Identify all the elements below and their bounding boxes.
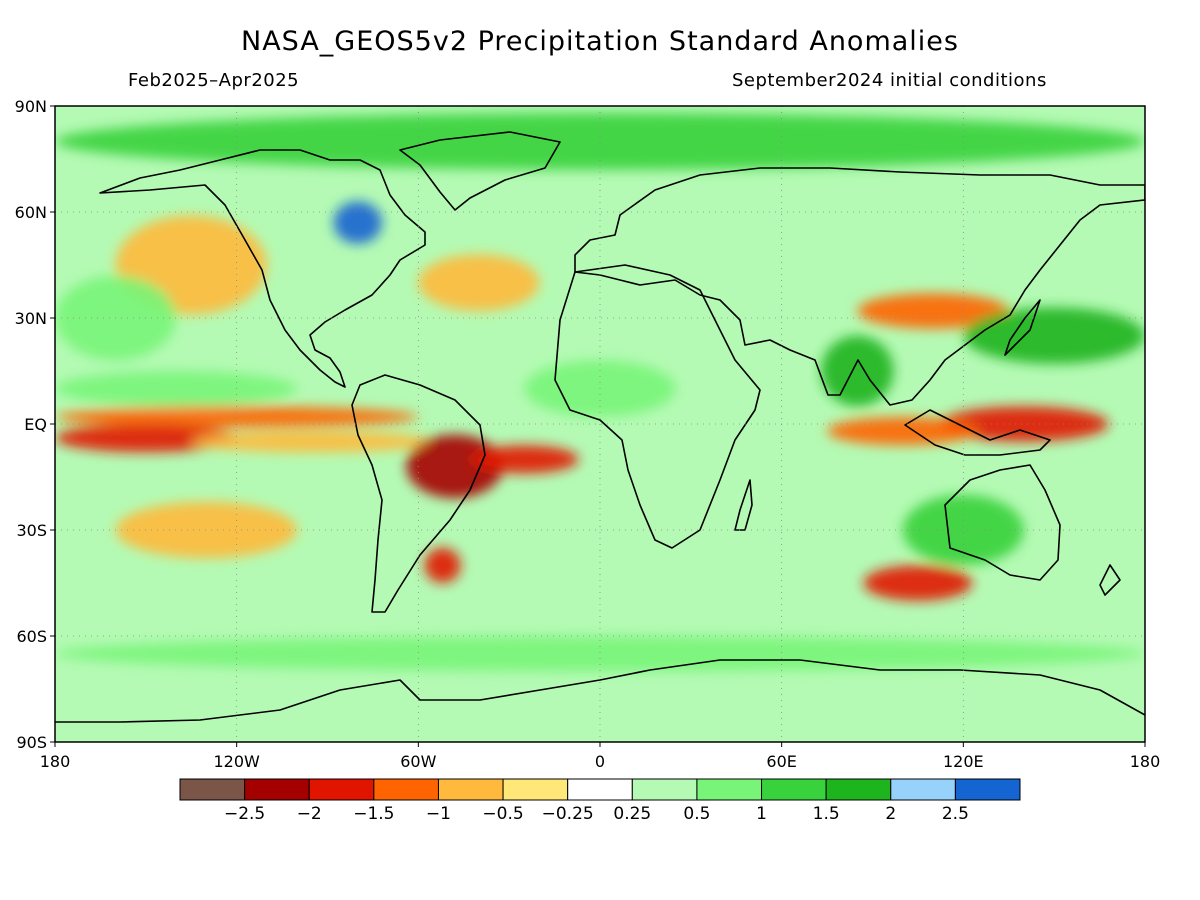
colorbar-bin (954, 778, 1021, 801)
south-america-coast (351, 374, 486, 613)
colorbar-bin (890, 778, 956, 801)
lat-tick-label: 30S (16, 521, 47, 540)
colorbar-bin (437, 778, 504, 801)
anomaly-patch (857, 293, 1009, 329)
anomaly-patch (55, 113, 1145, 170)
anomaly-patch (424, 547, 461, 583)
colorbar-bin (696, 778, 763, 801)
lon-tick-label: 120E (943, 752, 984, 771)
anomaly-patch (418, 254, 540, 311)
forecast-period: Feb2025–Apr2025 (128, 70, 300, 91)
colorbar-bin (179, 778, 246, 801)
anomaly-patch (902, 494, 1024, 566)
colorbar-label: −2.5 (224, 804, 265, 824)
colorbar-label: −1 (426, 804, 451, 824)
colorbar-bin (502, 778, 569, 801)
lon-tick-label: 180 (1130, 752, 1161, 771)
anomaly-patch (191, 431, 434, 453)
colorbar-bin (631, 778, 698, 801)
australia-coast (944, 464, 1061, 581)
colorbar-label: 2 (885, 804, 896, 824)
colorbar-bin (761, 778, 827, 801)
grid-lines (55, 106, 1145, 742)
greenland-coast (399, 131, 561, 211)
africa-coast (554, 264, 761, 549)
lat-tick-label: EQ (24, 415, 47, 434)
colorbar-label: −0.25 (542, 804, 594, 824)
coastlines (55, 131, 1145, 723)
colorbar-label: −0.5 (482, 804, 523, 824)
anomaly-patch (406, 434, 504, 499)
colorbar-bin (567, 778, 633, 801)
colorbar-label: 0.25 (613, 804, 651, 824)
initial-conditions-label: September2024 initial conditions (732, 70, 1047, 91)
anomaly-patch (827, 416, 979, 446)
map-area (55, 106, 1145, 742)
anomaly-patch (55, 424, 237, 453)
colorbar-label: 2.5 (942, 804, 969, 824)
lat-tick-label: 60N (15, 203, 47, 222)
chart-title: NASA_GEOS5v2 Precipitation Standard Anom… (241, 26, 959, 57)
lon-tick-label: 180 (40, 752, 71, 771)
anomaly-patch (821, 335, 894, 407)
antarctica-coast (55, 659, 1145, 723)
colorbar-label: −2 (297, 804, 322, 824)
colorbar-label: 1.5 (813, 804, 840, 824)
anomaly-patch (963, 307, 1145, 364)
anomaly-patch (939, 406, 1109, 442)
colorbar-bin (825, 778, 892, 801)
colorbar-label: 0.5 (683, 804, 710, 824)
anomaly-patch (469, 445, 579, 474)
indonesia-coast (904, 409, 1051, 456)
anomaly-patch (55, 371, 298, 407)
north-america-coast (99, 149, 426, 388)
lon-tick-label: 120W (213, 752, 260, 771)
lat-tick-label: 30N (15, 309, 47, 328)
lon-tick-label: 60E (766, 752, 796, 771)
lon-tick-label: 0 (595, 752, 605, 771)
anomaly-patch (863, 565, 973, 601)
colorbar-label: 1 (756, 804, 767, 824)
colorbar-label: −1.5 (353, 804, 394, 824)
colorbar-bin (373, 778, 439, 801)
colorbar: −2.5 −2 −1.5 −1 −0.5 −0.25 0.25 0.5 1 1.5 2 2.5 (179, 778, 1021, 824)
eurasia-coast (574, 167, 1145, 406)
anomaly-patch (55, 636, 1145, 672)
anomaly-patch (333, 201, 382, 244)
lat-tick-label: 90S (16, 733, 47, 752)
colorbar-bin (308, 778, 375, 801)
new-zealand-coast (1099, 564, 1121, 596)
japan-coast (1004, 299, 1041, 356)
anomaly-patch (115, 501, 298, 559)
lon-tick-label: 60W (400, 752, 436, 771)
lat-tick-label: 60S (16, 627, 47, 646)
anomaly-patch (55, 406, 419, 428)
lat-tick-label: 90N (15, 97, 47, 116)
colorbar-bin (244, 778, 310, 801)
